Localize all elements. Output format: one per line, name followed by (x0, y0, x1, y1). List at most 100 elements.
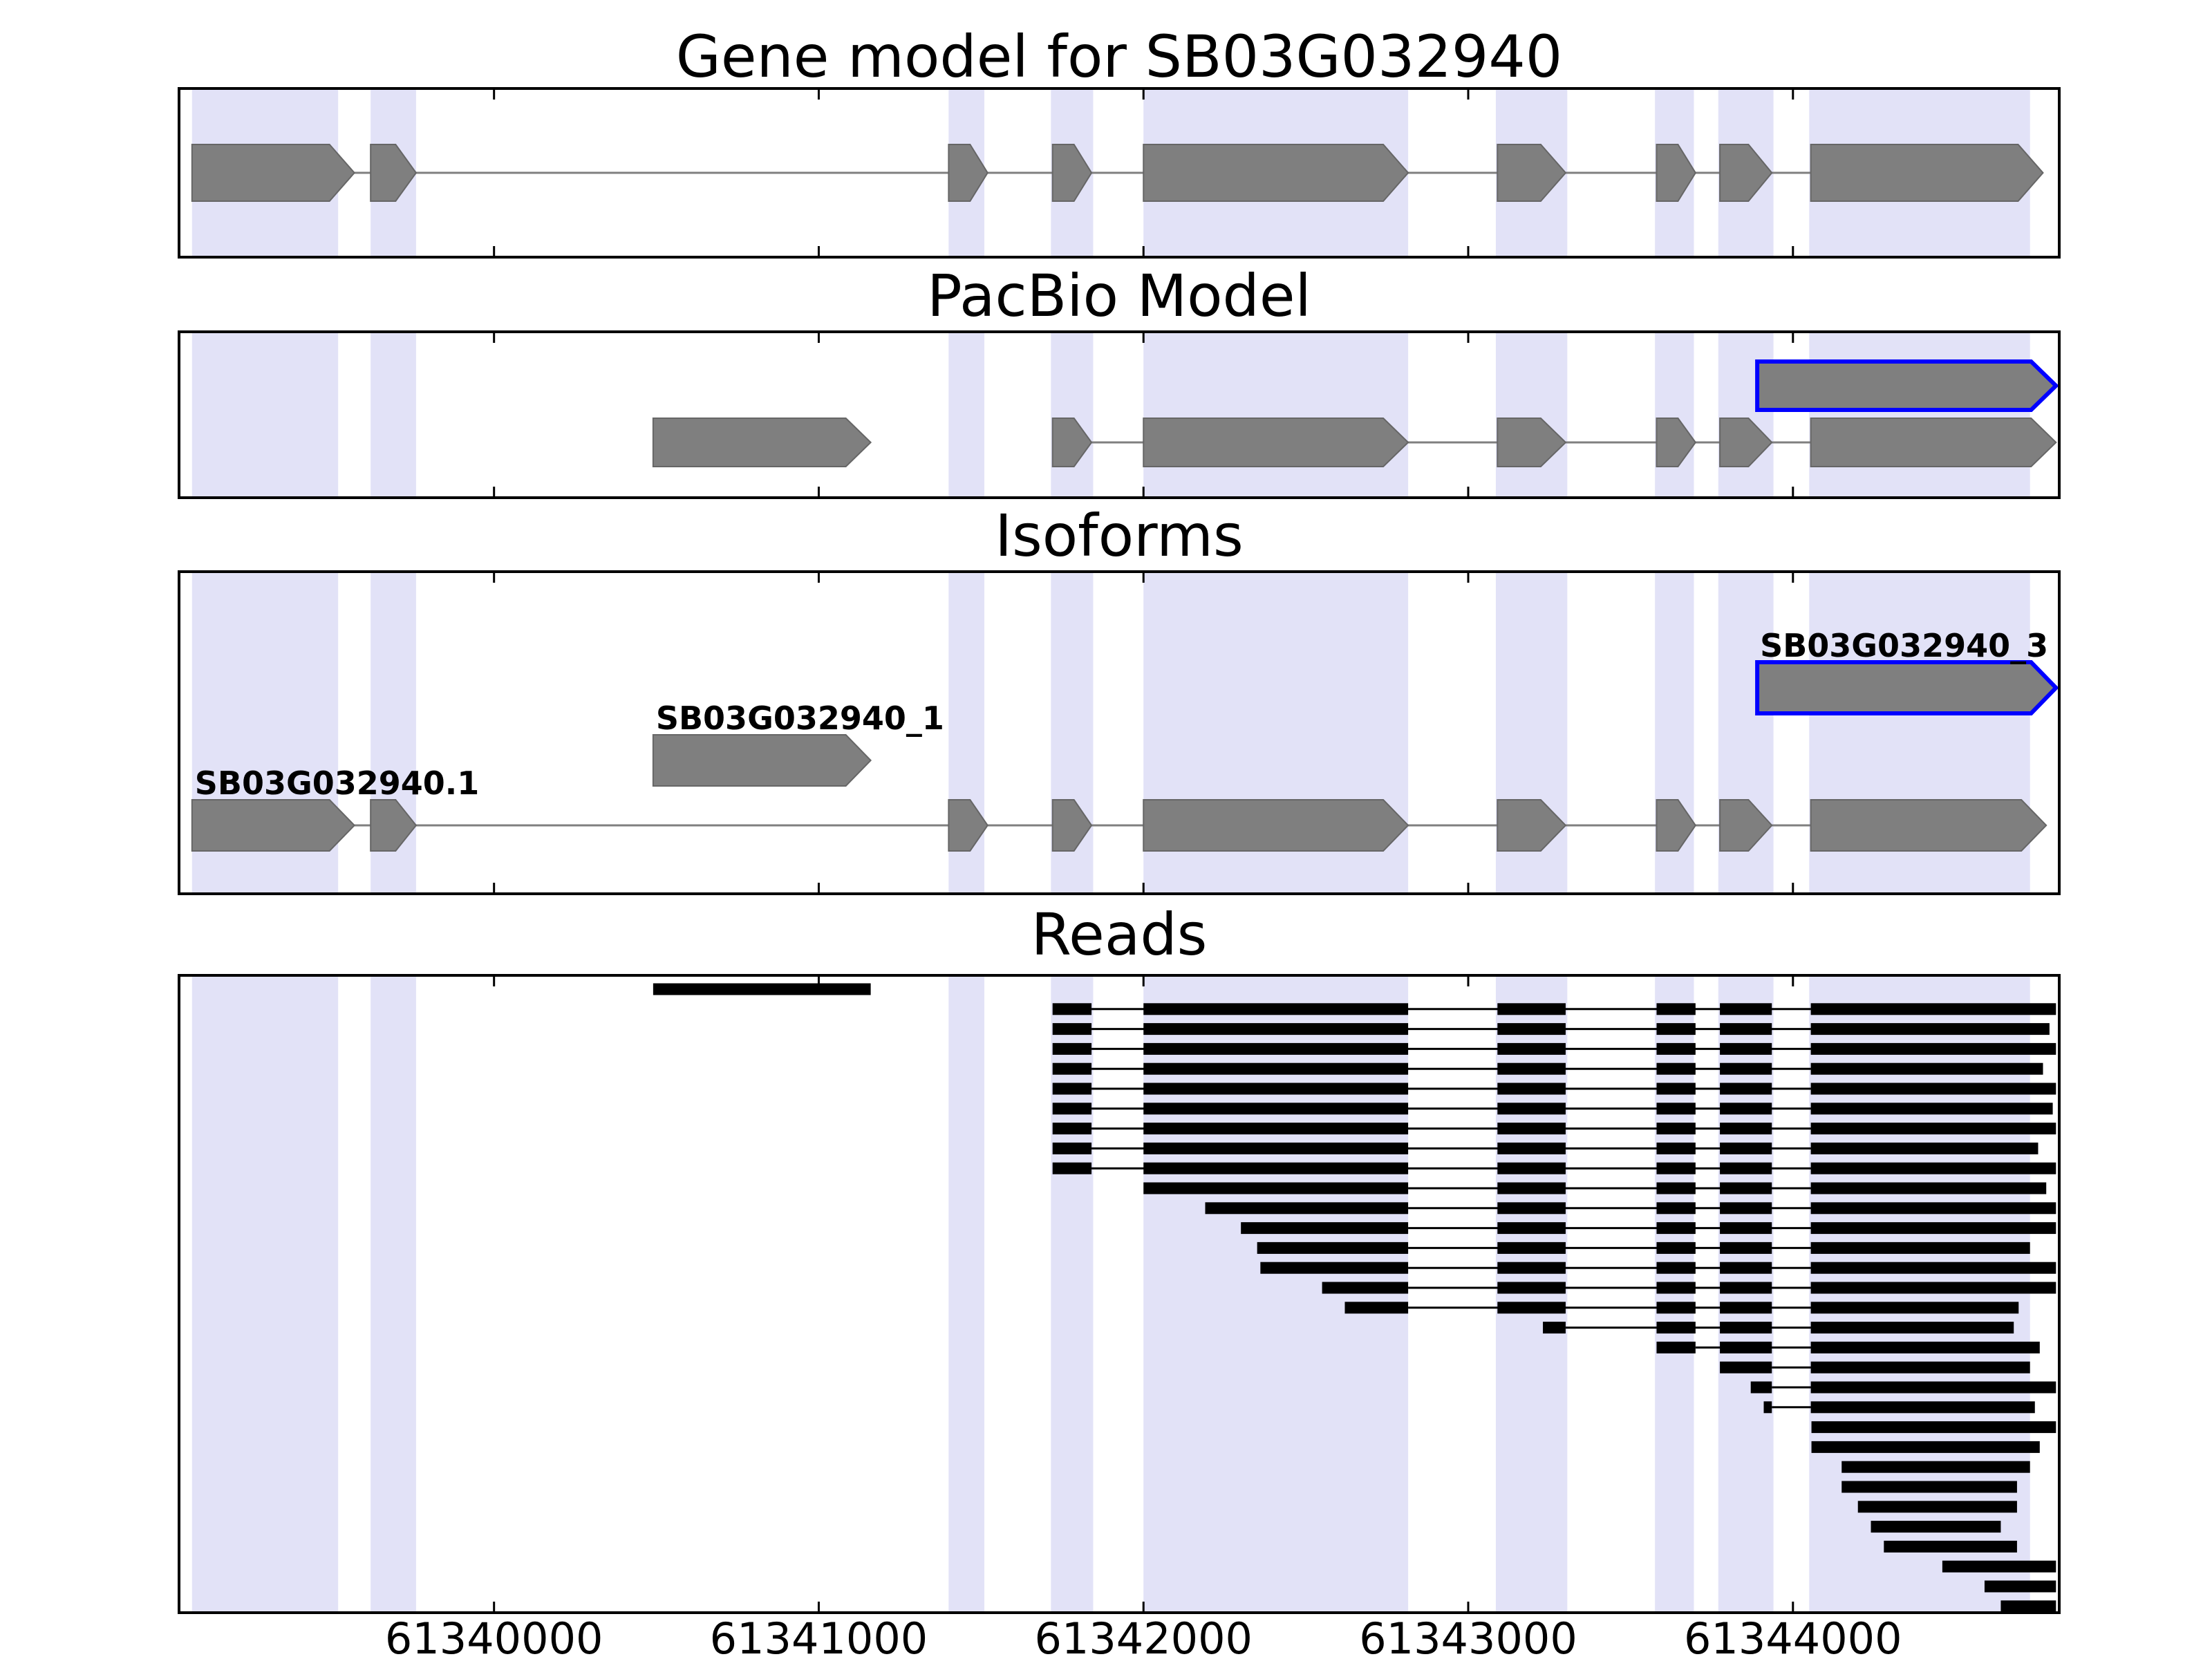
read-segment (1656, 1282, 1696, 1294)
read-segment (1810, 1182, 2047, 1194)
read-segment (1241, 1222, 1409, 1235)
read-segment (1143, 1103, 1409, 1115)
read-segment (1871, 1521, 2001, 1533)
isoform-label: SB03G032940_1 (656, 700, 944, 737)
read-segment (1497, 1123, 1566, 1135)
read-segment (1497, 1162, 1566, 1174)
read-segment (1720, 1322, 1772, 1334)
read-segment (1720, 1042, 1772, 1055)
read-segment (1497, 1082, 1566, 1095)
read-segment (1497, 1262, 1566, 1274)
read-segment (1052, 1103, 1092, 1115)
read-segment (1656, 1302, 1696, 1314)
isoform-exon (1810, 799, 2047, 852)
x-tick-label: 61343000 (1359, 1613, 1577, 1659)
pacbio-model-exon (1656, 418, 1697, 467)
isoform-exon (1656, 799, 1697, 852)
read-segment (653, 983, 871, 995)
read-segment (1720, 1082, 1772, 1095)
read-segment (1720, 1361, 1772, 1374)
read-segment (1810, 1341, 2040, 1353)
read-segment (1497, 1042, 1566, 1055)
read-segment (1497, 1282, 1566, 1294)
read-segment (1810, 1282, 2056, 1294)
x-tick-label: 61342000 (1034, 1613, 1253, 1659)
read-segment (1763, 1401, 1772, 1414)
gene-model-exon (1143, 144, 1409, 202)
read-segment (1811, 1441, 2040, 1453)
read-segment (1322, 1282, 1409, 1294)
read-segment (1720, 1142, 1772, 1154)
gene-model-exon (1719, 144, 1773, 202)
read-segment (1810, 1381, 2056, 1394)
panel-title-reads: Reads (1031, 901, 1208, 968)
read-segment (1811, 1421, 2056, 1434)
read-segment (1810, 1162, 2056, 1174)
read-segment (1720, 1103, 1772, 1115)
read-segment (1810, 1142, 2038, 1154)
read-segment (1720, 1241, 1772, 1254)
x-tick-label: 61344000 (1684, 1613, 1902, 1659)
pacbio-model-exon (1143, 418, 1409, 467)
read-segment (1052, 1082, 1092, 1095)
read-segment (1497, 1142, 1566, 1154)
read-segment (1497, 1302, 1566, 1314)
exon-highlight-band (1051, 332, 1094, 498)
exon-highlight-band (1655, 332, 1694, 498)
read-segment (1656, 1023, 1696, 1035)
read-segment (1750, 1381, 1772, 1394)
read-segment (1543, 1322, 1566, 1334)
read-segment (1257, 1241, 1409, 1254)
isoform-exon (1051, 799, 1093, 852)
read-segment (1720, 1262, 1772, 1274)
exon-highlight-band (1143, 332, 1409, 498)
exon-highlight-band (371, 332, 416, 498)
panel-border (178, 974, 2061, 1614)
read-segment (1810, 1322, 2014, 1334)
exon-highlight-band (948, 975, 985, 1613)
read-segment (1052, 1003, 1092, 1015)
exon-highlight-band (948, 332, 985, 498)
read-segment (1810, 1103, 2053, 1115)
read-segment (1720, 1062, 1772, 1075)
x-tick-label: 61340000 (385, 1613, 603, 1659)
read-segment (1497, 1222, 1566, 1235)
read-segment (1143, 1042, 1409, 1055)
x-tick-label: 61341000 (710, 1613, 928, 1659)
isoform-label: SB03G032940_3 (1760, 627, 2048, 664)
read-segment (1143, 1162, 1409, 1174)
gene-model-exon (948, 144, 988, 202)
exon-highlight-band (1051, 975, 1094, 1613)
read-segment (1720, 1202, 1772, 1215)
gene-model-exon (191, 144, 356, 202)
read-segment (1260, 1262, 1409, 1274)
read-segment (1720, 1003, 1772, 1015)
exon-highlight-band (191, 975, 339, 1613)
isoform-label: SB03G032940.1 (195, 765, 479, 802)
read-segment (1497, 1062, 1566, 1075)
exon-highlight-band (191, 332, 339, 498)
read-segment (1810, 1062, 2043, 1075)
read-segment (1656, 1003, 1696, 1015)
exon-highlight-band (1143, 975, 1409, 1613)
read-segment (1810, 1003, 2056, 1015)
read-segment (1656, 1222, 1696, 1235)
isoform-exon (1719, 799, 1773, 852)
read-segment (1656, 1322, 1696, 1334)
read-segment (1656, 1341, 1696, 1353)
read-segment (1656, 1123, 1696, 1135)
read-segment (1720, 1222, 1772, 1235)
read-segment (1497, 1023, 1566, 1035)
read-segment (1052, 1142, 1092, 1154)
panel-title-pacbio: PacBio Model (927, 262, 1311, 330)
read-segment (1810, 1123, 2056, 1135)
read-segment (1942, 1560, 2056, 1573)
isoform-exon (1143, 799, 1409, 852)
read-segment (1052, 1042, 1092, 1055)
read-segment (1841, 1461, 2030, 1473)
read-segment (1810, 1302, 2019, 1314)
exon-highlight-band (1495, 975, 1568, 1613)
read-segment (1656, 1241, 1696, 1254)
